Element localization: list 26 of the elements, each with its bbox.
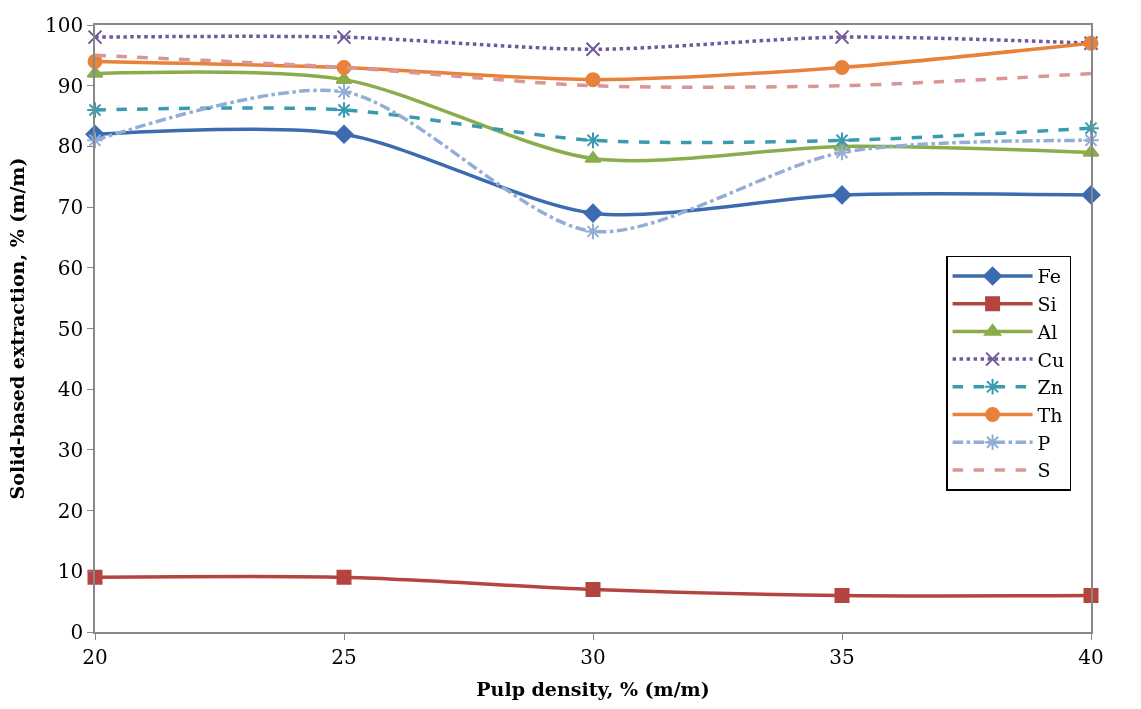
x-tick-label: 30: [580, 644, 606, 669]
x-tick-label: 40: [1078, 644, 1104, 669]
legend-label: Si: [1037, 293, 1057, 316]
legend-label: Al: [1036, 320, 1058, 343]
y-axis-title: Solid-based extraction, % (m/m): [6, 157, 29, 500]
legend-label: Fe: [1037, 265, 1061, 288]
y-tick-label: 100: [45, 13, 84, 37]
y-tick-label: 50: [57, 316, 84, 341]
y-tick-label: 70: [57, 195, 84, 220]
x-axis-title: Pulp density, % (m/m): [476, 678, 710, 701]
y-tick-label: 0: [70, 620, 84, 644]
x-tick-label: 35: [829, 644, 855, 669]
y-tick-label: 60: [57, 255, 84, 280]
legend-label: Cu: [1037, 348, 1065, 371]
y-tick-label: 30: [57, 437, 84, 462]
y-tick-label: 20: [57, 498, 84, 523]
y-tick-label: 40: [57, 377, 84, 402]
legend-label: Zn: [1037, 376, 1064, 399]
legend-label: Th: [1037, 403, 1063, 426]
y-tick-label: 80: [57, 134, 84, 159]
legend-label: S: [1037, 459, 1051, 482]
y-tick-label: 90: [57, 73, 84, 98]
x-tick-label: 20: [82, 644, 108, 669]
x-tick-label: 25: [331, 644, 357, 669]
legend-label: P: [1037, 431, 1051, 454]
y-tick-label: 10: [57, 559, 84, 584]
